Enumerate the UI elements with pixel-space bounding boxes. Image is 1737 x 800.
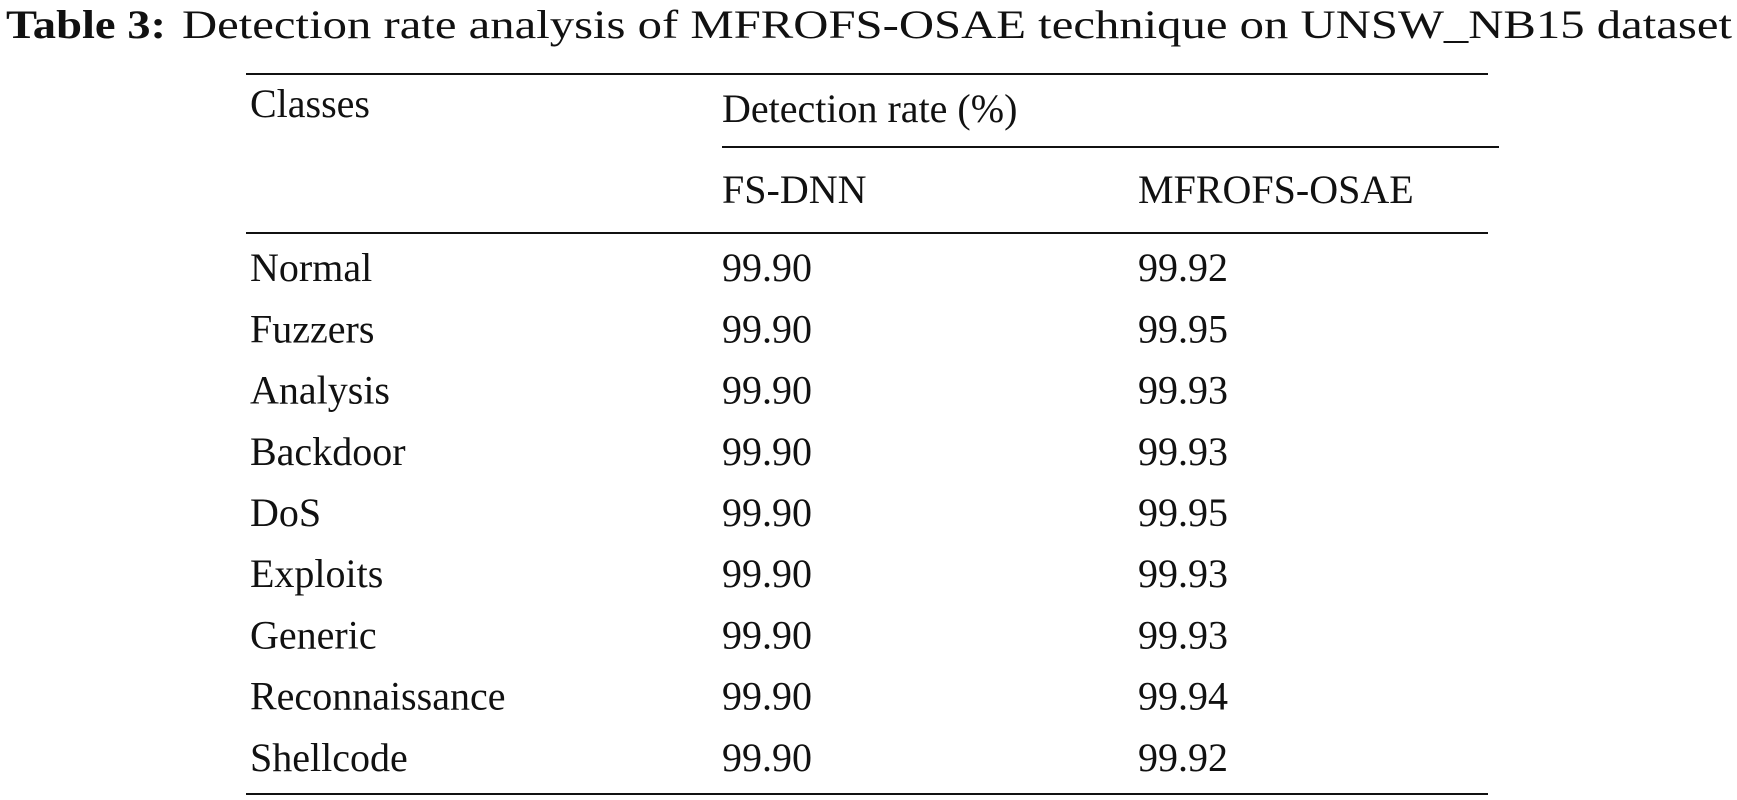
row-class: Shellcode	[250, 735, 408, 780]
row-class: Fuzzers	[250, 306, 374, 351]
row-value: 99.93	[1138, 429, 1228, 474]
row-value: 99.90	[722, 735, 812, 780]
row-value: 99.93	[1138, 368, 1228, 413]
row-class: Generic	[250, 612, 377, 657]
row-value: 99.90	[722, 306, 812, 351]
row-class: Backdoor	[250, 429, 406, 474]
header-column: MFROFS-OSAE	[1138, 167, 1414, 212]
row-class: Reconnaissance	[250, 674, 505, 719]
row-value: 99.94	[1138, 674, 1228, 719]
row-value: 99.95	[1138, 490, 1228, 535]
caption-text: Detection rate analysis of MFROFS-OSAE t…	[182, 2, 1732, 47]
row-value: 99.93	[1138, 551, 1228, 596]
row-class: Analysis	[250, 368, 390, 413]
row-class: DoS	[250, 490, 321, 535]
row-value: 99.90	[722, 612, 812, 657]
row-value: 99.92	[1138, 735, 1228, 780]
row-value: 99.90	[722, 245, 812, 290]
row-class: Exploits	[250, 551, 383, 596]
row-value: 99.93	[1138, 612, 1228, 657]
header-group: Detection rate (%)	[722, 86, 1017, 131]
caption-label: Table 3:	[6, 2, 166, 47]
row-value: 99.92	[1138, 245, 1228, 290]
row-value: 99.90	[722, 674, 812, 719]
row-value: 99.90	[722, 429, 812, 474]
row-value: 99.90	[722, 490, 812, 535]
row-class: Normal	[250, 245, 372, 290]
header-classes: Classes	[250, 81, 370, 126]
header-column: FS-DNN	[722, 167, 866, 212]
row-value: 99.90	[722, 368, 812, 413]
row-value: 99.95	[1138, 306, 1228, 351]
row-value: 99.90	[722, 551, 812, 596]
